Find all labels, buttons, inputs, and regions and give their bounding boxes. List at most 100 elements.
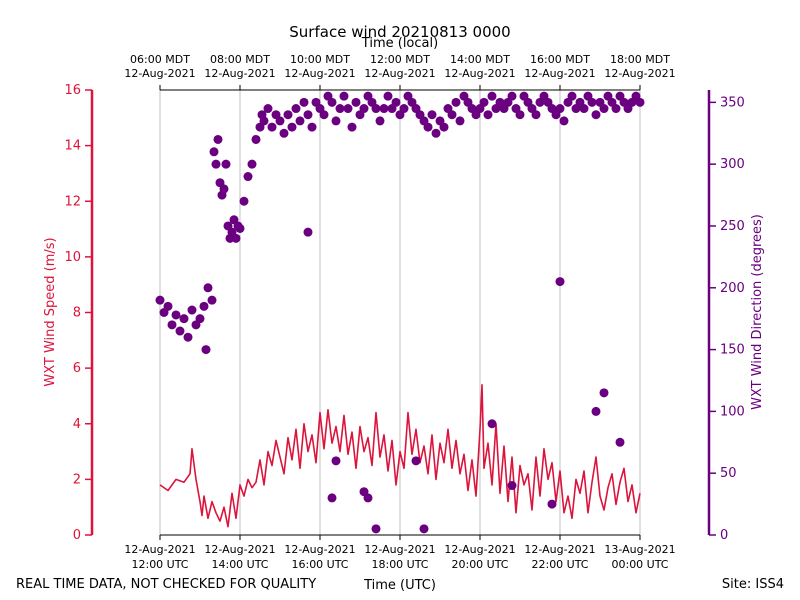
wind-direction-point — [303, 110, 313, 120]
wind-direction-point — [411, 456, 421, 466]
right-tick-label: 300 — [720, 157, 745, 172]
grid-lines — [159, 90, 641, 535]
wind-direction-point — [479, 97, 489, 107]
wind-direction-point — [243, 172, 253, 182]
wind-direction-point — [267, 122, 277, 132]
wind-direction-point — [379, 104, 389, 114]
top-tick-label: 18:00 MDT — [610, 53, 670, 66]
wind-direction-point — [483, 110, 493, 120]
bottom-tick-label: 12-Aug-2021 — [364, 543, 435, 556]
wind-direction-point — [235, 223, 245, 233]
wind-direction-point — [371, 104, 381, 114]
wind-direction-point — [283, 110, 293, 120]
wind-direction-point — [213, 134, 223, 144]
wind-direction-point — [183, 332, 193, 342]
wind-direction-point — [179, 314, 189, 324]
bottom-tick-label: 12-Aug-2021 — [524, 543, 595, 556]
bottom-tick-label: 16:00 UTC — [291, 558, 348, 571]
right-tick-label: 250 — [720, 219, 745, 234]
wind-direction-point — [259, 116, 269, 126]
wind-direction-point — [303, 227, 313, 237]
wind-direction-point — [587, 97, 597, 107]
top-tick-label: 08:00 MDT — [210, 53, 270, 66]
wind-direction-point — [287, 122, 297, 132]
left-tick-label: 2 — [73, 472, 81, 487]
wind-direction-point — [171, 310, 181, 320]
quality-note: REAL TIME DATA, NOT CHECKED FOR QUALITY — [16, 577, 316, 592]
left-tick-label: 16 — [64, 83, 81, 98]
top-tick-label: 10:00 MDT — [290, 53, 350, 66]
wind-direction-point — [251, 134, 261, 144]
wind-direction-point — [399, 104, 409, 114]
bottom-tick-label: 00:00 UTC — [611, 558, 668, 571]
bottom-axis-label: Time (UTC) — [363, 578, 436, 593]
wind-direction-point — [423, 122, 433, 132]
left-tick-label: 8 — [73, 306, 81, 321]
bottom-tick-label: 12-Aug-2021 — [284, 543, 355, 556]
wind-direction-point — [331, 116, 341, 126]
wind-direction-point — [555, 277, 565, 287]
bottom-tick-label: 12:00 UTC — [131, 558, 188, 571]
wind-direction-point — [487, 419, 497, 429]
wind-direction-point — [591, 110, 601, 120]
wind-direction-point — [615, 437, 625, 447]
wind-direction-point — [209, 147, 219, 157]
top-tick-label: 16:00 MDT — [530, 53, 590, 66]
right-axis-label: WXT Wind Direction (degrees) — [750, 214, 765, 410]
wind-direction-point — [187, 305, 197, 315]
right-tick-label: 0 — [720, 528, 728, 543]
top-tick-label: 12-Aug-2021 — [204, 67, 275, 80]
bottom-tick-label: 22:00 UTC — [531, 558, 588, 571]
wind-direction-point — [231, 233, 241, 243]
wind-direction-point — [451, 97, 461, 107]
left-tick-label: 4 — [73, 417, 81, 432]
left-axis: 0 2 4 6 8 10 12 14 16 — [64, 83, 94, 543]
wind-direction-point — [531, 110, 541, 120]
top-axis-label: Time (local) — [361, 36, 438, 51]
bottom-tick-label: 12-Aug-2021 — [444, 543, 515, 556]
wind-direction-point — [383, 91, 393, 101]
wind-direction-point — [195, 314, 205, 324]
wind-direction-point — [327, 97, 337, 107]
wind-direction-point — [515, 110, 525, 120]
top-tick-label: 12-Aug-2021 — [524, 67, 595, 80]
chart-title: Surface wind 20210813 0000 — [289, 23, 510, 41]
wind-direction-point — [599, 104, 609, 114]
wind-direction-point — [299, 97, 309, 107]
wind-direction-point — [419, 524, 429, 534]
wind-direction-point — [567, 91, 577, 101]
wind-direction-point — [331, 456, 341, 466]
wind-direction-point — [239, 196, 249, 206]
wind-direction-point — [599, 388, 609, 398]
plot-area — [155, 91, 645, 534]
top-tick-label: 12-Aug-2021 — [444, 67, 515, 80]
bottom-tick-label: 18:00 UTC — [371, 558, 428, 571]
wind-direction-point — [279, 128, 289, 138]
wind-direction-point — [427, 110, 437, 120]
wind-direction-point — [611, 104, 621, 114]
bottom-tick-label: 14:00 UTC — [211, 558, 268, 571]
wind-direction-point — [199, 301, 209, 311]
top-tick-label: 12-Aug-2021 — [284, 67, 355, 80]
wind-direction-point — [319, 110, 329, 120]
wind-direction-point — [275, 116, 285, 126]
top-tick-label: 12-Aug-2021 — [364, 67, 435, 80]
left-tick-label: 12 — [64, 194, 81, 209]
wind-direction-point — [351, 97, 361, 107]
wind-direction-point — [263, 104, 273, 114]
wind-direction-point — [507, 481, 517, 491]
wind-direction-point — [203, 283, 213, 293]
wind-direction-point — [211, 159, 221, 169]
right-axis: 0 50 100 150 200 250 300 350 — [707, 90, 745, 543]
wind-direction-point — [335, 104, 345, 114]
wind-direction-point — [507, 91, 517, 101]
wind-direction-point — [547, 499, 557, 509]
bottom-tick-label: 13-Aug-2021 — [604, 543, 675, 556]
left-tick-label: 14 — [64, 139, 81, 154]
left-tick-label: 10 — [64, 250, 81, 265]
wind-direction-point — [439, 122, 449, 132]
wind-direction-point — [363, 493, 373, 503]
left-tick-label: 0 — [73, 528, 81, 543]
